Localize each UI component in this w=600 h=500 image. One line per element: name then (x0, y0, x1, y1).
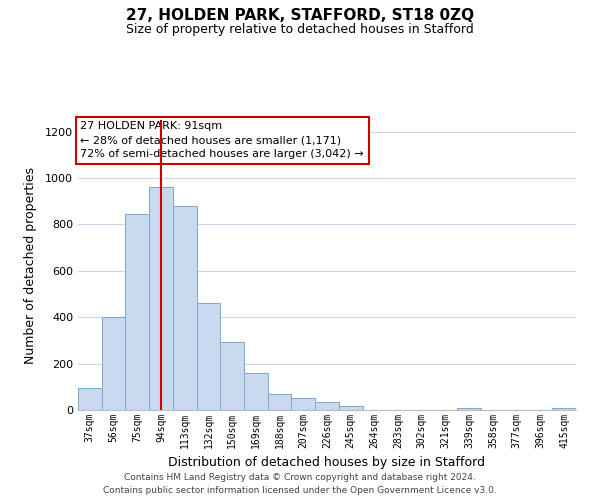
Bar (315, 402, 339, 410)
Bar (552, 408, 576, 410)
Bar (197, 304, 220, 410)
Bar (268, 394, 292, 410)
Text: Contains HM Land Registry data © Crown copyright and database right 2024.
Contai: Contains HM Land Registry data © Crown c… (103, 473, 497, 495)
Bar (102, 317, 125, 410)
Bar (220, 342, 244, 410)
Bar (149, 188, 173, 410)
Text: Size of property relative to detached houses in Stafford: Size of property relative to detached ho… (126, 22, 474, 36)
Text: 27, HOLDEN PARK, STAFFORD, ST18 0ZQ: 27, HOLDEN PARK, STAFFORD, ST18 0ZQ (126, 8, 474, 22)
Bar (78, 388, 102, 410)
Bar (457, 408, 481, 410)
Bar (244, 373, 268, 410)
Y-axis label: Number of detached properties: Number of detached properties (23, 166, 37, 364)
Bar (125, 214, 149, 410)
Bar (173, 206, 197, 410)
Text: 27 HOLDEN PARK: 91sqm
← 28% of detached houses are smaller (1,171)
72% of semi-d: 27 HOLDEN PARK: 91sqm ← 28% of detached … (80, 122, 364, 160)
X-axis label: Distribution of detached houses by size in Stafford: Distribution of detached houses by size … (169, 456, 485, 469)
Bar (339, 406, 362, 410)
Bar (292, 398, 315, 410)
